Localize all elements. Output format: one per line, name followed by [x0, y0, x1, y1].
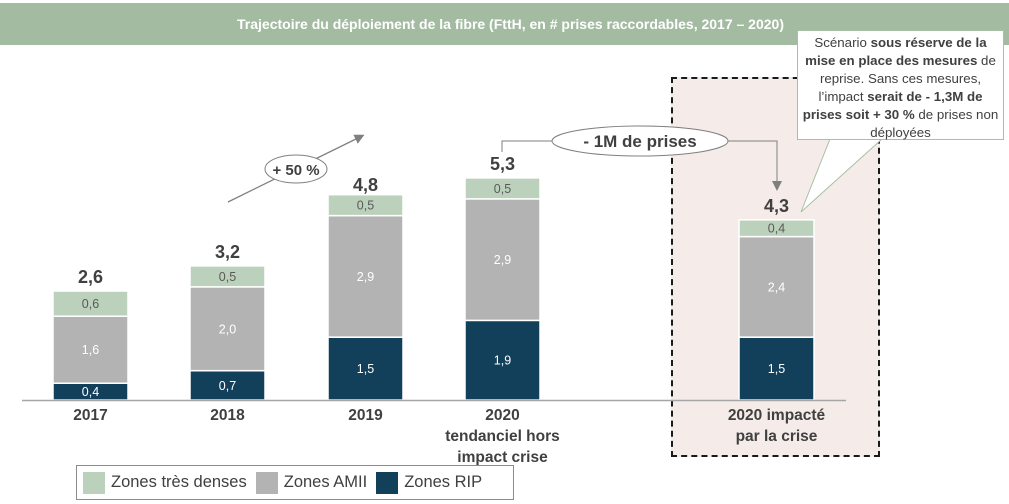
bar-total-label: 4,8 [353, 175, 378, 195]
x-axis-category-label: 2017 [0, 405, 191, 426]
bar-segment-zones-tres-denses-2020-impacte-par-la-crise [738, 219, 815, 238]
callout-text: de reprise. Sans ces mesures, l’impact [818, 53, 996, 104]
bar-segment-zones-rip-2018 [189, 369, 266, 401]
bar-segment-zones-amii-2019 [327, 214, 404, 338]
callout-text: Scénario [814, 35, 871, 50]
chart-title-banner: Trajectoire du déploiement de la fibre (… [0, 3, 1009, 45]
x-axis-category-label-line: 2018 [210, 407, 245, 424]
x-axis-category-label: 2018 [128, 405, 328, 426]
bar-segment-value-label: 0,5 [357, 199, 374, 213]
bar-segment-value-label: 0,5 [219, 270, 236, 284]
bar-segment-zones-tres-denses-2018 [189, 265, 266, 288]
legend-label: Zones très denses [111, 473, 247, 491]
bar-segment-value-label: 2,9 [494, 253, 511, 267]
bar-segment-value-label: 1,9 [494, 354, 511, 368]
legend: Zones très denses Zones AMII Zones RIP [76, 465, 514, 500]
bar-total-label: 2,6 [78, 267, 103, 287]
callout-emphasis: serait de - 1,3M de prises soit + 30 % [802, 89, 983, 122]
chart-title: Trajectoire du déploiement de la fibre (… [237, 16, 784, 32]
growth-badge [264, 154, 328, 184]
bar-segment-value-label: 2,4 [768, 280, 785, 294]
bar-segment-zones-tres-denses-2017 [52, 290, 129, 317]
bar-segment-value-label: 2,9 [357, 270, 374, 284]
x-axis-category-label-line: tendanciel hors [445, 428, 560, 445]
bar-segment-zones-tres-denses-2019 [327, 193, 404, 217]
callout-text: de prises non déployées [870, 107, 999, 140]
bar-segment-zones-amii-2020-impacte-par-la-crise [738, 235, 815, 338]
legend-label: Zones RIP [404, 473, 483, 491]
bar-segment-value-label: 1,5 [768, 362, 785, 376]
x-axis-category-label: 2020 impacté par la crise [677, 405, 877, 447]
bar-segment-value-label: 1,5 [357, 362, 374, 376]
x-axis-category-label-line: par la crise [735, 428, 818, 445]
gap-badge [551, 125, 729, 157]
bar-segment-zones-amii-2020-tendanciel-hors-impact-crise [464, 198, 541, 322]
legend-item-zones-rip: Zones RIP [376, 471, 483, 494]
bar-segment-zones-amii-2018 [189, 286, 266, 372]
legend-label: Zones AMII [283, 473, 368, 491]
bar-total-label: 5,3 [490, 154, 515, 174]
bar-segment-value-label: 1,6 [82, 343, 99, 357]
bar-segment-value-label: 0,6 [82, 297, 99, 311]
bar-segment-zones-rip-2020-impacte-par-la-crise [738, 336, 815, 401]
legend-swatch-zones-amii [255, 471, 278, 494]
scenario-callout: Scénario sous réserve de la mise en plac… [797, 30, 1004, 140]
x-axis-category-label-line: 2020 [485, 407, 520, 424]
bar-total-label: 4,3 [764, 196, 789, 216]
legend-item-zones-tres-denses: Zones très denses [83, 471, 247, 494]
bar-segment-value-label: 0,4 [768, 222, 785, 236]
x-axis-category-label-line: 2017 [73, 407, 108, 424]
gap-connector-left [501, 140, 552, 152]
x-axis-category-label-line: 2020 impacté [727, 407, 826, 424]
bar-segment-value-label: 0,7 [219, 379, 236, 393]
legend-swatch-zones-rip [376, 471, 399, 494]
growth-badge-label: + 50 % [272, 162, 319, 179]
x-axis-category-label-line: 2019 [348, 407, 383, 424]
bar-segment-zones-tres-denses-2020-tendanciel-hors-impact-crise [464, 177, 541, 200]
legend-item-zones-amii: Zones AMII [255, 471, 368, 494]
bar-segment-value-label: 0,4 [82, 385, 99, 399]
callout-tail [800, 138, 884, 213]
x-axis-category-label-line: impact crise [457, 449, 548, 466]
x-axis-category-label: 2019 [266, 405, 466, 426]
bar-total-label: 3,2 [215, 242, 240, 262]
gap-badge-label: - 1M de prises [583, 132, 696, 151]
bar-segment-value-label: 2,0 [219, 322, 236, 336]
bar-segment-value-label: 0,5 [494, 182, 511, 196]
callout-emphasis: sous réserve de la mise en place des mes… [805, 35, 987, 68]
gap-connector-right [728, 140, 782, 191]
x-axis-category-label: 2020 tendanciel hors impact crise [403, 405, 603, 468]
legend-swatch-zones-tres-denses [83, 471, 105, 494]
